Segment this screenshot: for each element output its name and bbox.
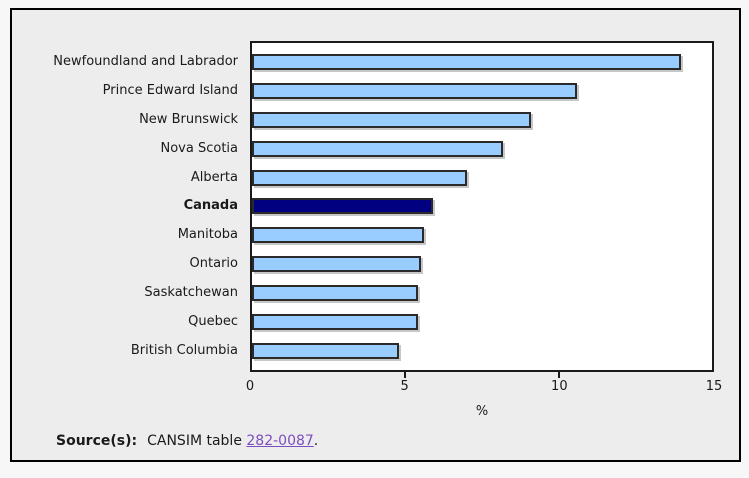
bar-row: Alberta	[12, 169, 714, 186]
bar-track	[252, 314, 712, 331]
bar-track	[252, 198, 712, 215]
bar-track	[252, 227, 712, 244]
bar-row: Prince Edward Island	[12, 82, 714, 99]
bar-track	[252, 140, 712, 157]
source-label: Source(s):	[56, 433, 138, 449]
bar	[252, 285, 418, 302]
category-label: Manitoba	[177, 227, 238, 243]
bar	[252, 314, 418, 331]
category-label: Alberta	[190, 169, 238, 185]
x-tick-mark	[558, 372, 561, 378]
category-label: Prince Edward Island	[102, 82, 238, 98]
bar-row: Manitoba	[12, 227, 714, 244]
bar	[252, 140, 504, 157]
x-tick-label: 15	[705, 379, 723, 394]
bar	[252, 198, 433, 215]
x-tick-label: 10	[551, 379, 568, 394]
bar-row: Newfoundland and Labrador	[12, 54, 714, 70]
category-label: Canada	[183, 198, 238, 214]
bar-row: Quebec	[12, 314, 714, 331]
category-label: British Columbia	[130, 342, 238, 358]
bar-row: New Brunswick	[12, 111, 714, 128]
bar-row: British Columbia	[12, 342, 714, 359]
category-label: Nova Scotia	[160, 140, 239, 156]
bar-track	[252, 169, 712, 186]
bar	[252, 256, 421, 273]
x-axis: 0 5 10 15	[246, 372, 722, 402]
source-line: Source(s): CANSIM table 282-0087.	[56, 433, 318, 449]
bar-row: Nova Scotia	[12, 140, 714, 157]
x-tick-mark	[403, 372, 406, 378]
bar-track	[252, 82, 712, 99]
bar	[252, 54, 682, 70]
source-text: CANSIM table	[147, 433, 247, 449]
bar	[252, 342, 400, 359]
category-label: Quebec	[188, 314, 238, 330]
chart-panel: Newfoundland and Labrador Prince Edward I…	[10, 8, 741, 462]
bar-row: Saskatchewan	[12, 285, 714, 302]
source-link[interactable]: 282-0087	[246, 433, 314, 449]
category-label: Saskatchewan	[144, 285, 238, 301]
bar-track	[252, 111, 712, 128]
x-tick-label: 5	[400, 379, 409, 394]
bar	[252, 227, 424, 244]
bar-track	[252, 256, 712, 273]
source-suffix: .	[313, 433, 319, 449]
bar	[252, 169, 467, 186]
bar-track	[252, 285, 712, 302]
bar-track	[252, 342, 712, 359]
category-label: Newfoundland and Labrador	[53, 54, 238, 69]
bar	[252, 82, 578, 99]
bar	[252, 111, 532, 128]
category-label: New Brunswick	[139, 111, 238, 127]
x-tick-label: 0	[245, 379, 255, 394]
bar-rows-container: Newfoundland and Labrador Prince Edward I…	[12, 41, 714, 372]
category-label: Ontario	[189, 256, 238, 272]
bar-row: Ontario	[12, 256, 714, 273]
bar-row: Canada	[12, 198, 714, 215]
bar-track	[252, 54, 712, 70]
x-axis-label: %	[475, 404, 489, 419]
